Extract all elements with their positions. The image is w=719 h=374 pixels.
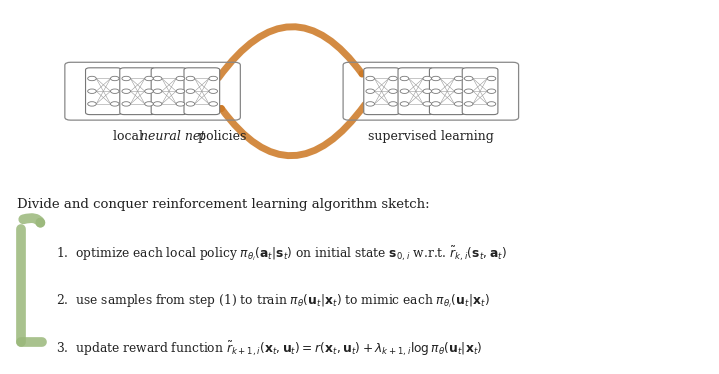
Circle shape	[153, 76, 162, 81]
Circle shape	[176, 89, 185, 94]
Circle shape	[186, 89, 195, 94]
Circle shape	[145, 89, 153, 94]
Circle shape	[366, 102, 375, 106]
Circle shape	[366, 89, 375, 94]
Circle shape	[389, 89, 398, 94]
Circle shape	[186, 102, 195, 106]
Circle shape	[454, 89, 463, 94]
Circle shape	[145, 76, 153, 81]
Circle shape	[431, 89, 440, 94]
Circle shape	[366, 76, 375, 81]
FancyBboxPatch shape	[120, 68, 155, 114]
Circle shape	[122, 76, 130, 81]
Circle shape	[423, 89, 431, 94]
Circle shape	[88, 76, 96, 81]
Circle shape	[487, 102, 496, 106]
Circle shape	[209, 102, 218, 106]
Circle shape	[111, 102, 119, 106]
Text: 2.  use samples from step (1) to train $\pi_\theta(\mathbf{u}_t|\mathbf{x}_t)$ t: 2. use samples from step (1) to train $\…	[56, 292, 490, 310]
Text: policies: policies	[194, 130, 247, 143]
Circle shape	[454, 76, 463, 81]
Circle shape	[464, 76, 473, 81]
Circle shape	[153, 102, 162, 106]
Circle shape	[464, 89, 473, 94]
Text: 3.  update reward function $\tilde{r}_{k+1,i}(\mathbf{x}_t, \mathbf{u}_t) = r(\m: 3. update reward function $\tilde{r}_{k+…	[56, 340, 482, 359]
Circle shape	[400, 76, 408, 81]
Circle shape	[88, 102, 96, 106]
FancyArrowPatch shape	[221, 104, 365, 156]
Text: neural net: neural net	[139, 130, 205, 143]
Circle shape	[111, 89, 119, 94]
FancyBboxPatch shape	[364, 68, 400, 114]
Circle shape	[153, 89, 162, 94]
FancyArrowPatch shape	[219, 27, 362, 78]
Circle shape	[88, 89, 96, 94]
Circle shape	[122, 102, 130, 106]
FancyBboxPatch shape	[462, 68, 498, 114]
Circle shape	[423, 76, 431, 81]
Circle shape	[400, 89, 408, 94]
FancyBboxPatch shape	[151, 68, 187, 114]
Circle shape	[400, 102, 408, 106]
FancyBboxPatch shape	[184, 68, 220, 114]
Circle shape	[487, 76, 496, 81]
Circle shape	[389, 102, 398, 106]
Circle shape	[176, 102, 185, 106]
FancyBboxPatch shape	[86, 68, 122, 114]
Circle shape	[454, 102, 463, 106]
Circle shape	[122, 89, 130, 94]
Circle shape	[431, 102, 440, 106]
Circle shape	[464, 102, 473, 106]
Circle shape	[145, 102, 153, 106]
Circle shape	[111, 76, 119, 81]
Text: local: local	[114, 130, 147, 143]
FancyArrowPatch shape	[23, 218, 40, 223]
Circle shape	[209, 76, 218, 81]
FancyBboxPatch shape	[429, 68, 465, 114]
FancyBboxPatch shape	[398, 68, 434, 114]
Text: Divide and conquer reinforcement learning algorithm sketch:: Divide and conquer reinforcement learnin…	[17, 198, 430, 211]
Circle shape	[431, 76, 440, 81]
Circle shape	[176, 76, 185, 81]
Circle shape	[389, 76, 398, 81]
Circle shape	[209, 89, 218, 94]
Text: supervised learning: supervised learning	[368, 130, 494, 143]
Circle shape	[186, 76, 195, 81]
Text: 1.  optimize each local policy $\pi_{\theta_i}(\mathbf{a}_t|\mathbf{s}_t)$ on in: 1. optimize each local policy $\pi_{\the…	[56, 244, 507, 263]
Circle shape	[487, 89, 496, 94]
Circle shape	[423, 102, 431, 106]
